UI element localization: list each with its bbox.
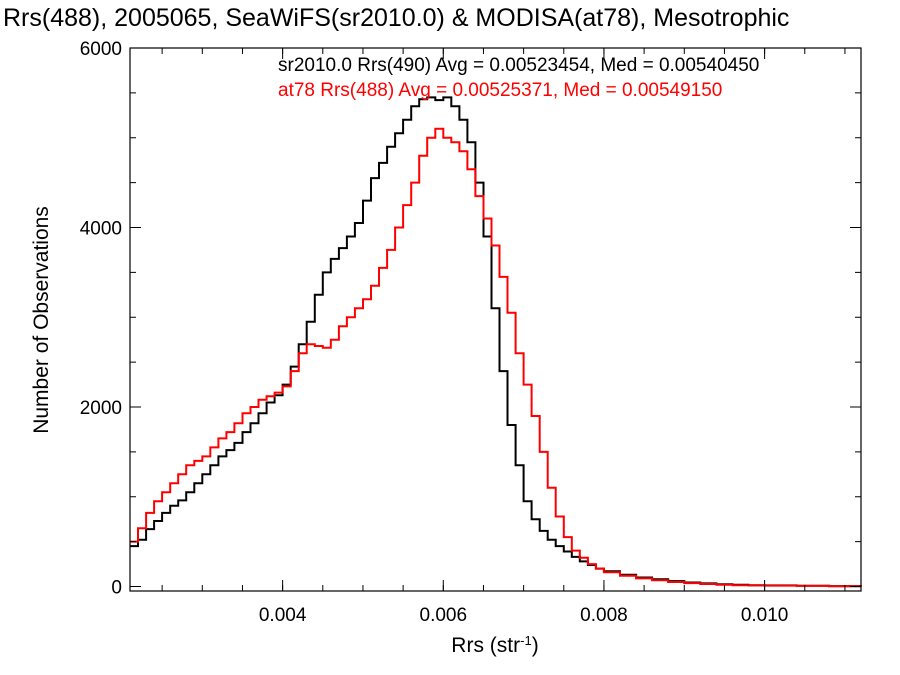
- x-axis-label: Rrs (str-1): [451, 633, 538, 658]
- plot-frame: [129, 47, 862, 592]
- x-tick-label: 0.010: [741, 605, 789, 626]
- y-tick-label: 4000: [80, 219, 122, 240]
- x-axis-label-text: Rrs (str: [451, 634, 520, 657]
- y-axis-label: Number of Observations: [30, 206, 53, 434]
- legend-entry-at78: at78 Rrs(488) Avg = 0.00525371, Med = 0.…: [278, 80, 722, 101]
- x-tick-label: 0.008: [580, 605, 628, 626]
- y-tick-label: 6000: [80, 39, 122, 60]
- chart-title: Rrs(488), 2005065, SeaWiFS(sr2010.0) & M…: [3, 4, 789, 32]
- x-axis-label-suffix: ): [532, 634, 539, 657]
- y-tick-label: 2000: [80, 398, 122, 419]
- x-tick-label: 0.004: [259, 605, 307, 626]
- series-line-0: [130, 96, 862, 588]
- x-axis-label-exponent: -1: [520, 633, 532, 648]
- x-tick-label: 0.006: [420, 605, 468, 626]
- series-layer: [130, 96, 862, 588]
- legend-entry-sr2010: sr2010.0 Rrs(490) Avg = 0.00523454, Med …: [278, 55, 759, 76]
- legend: sr2010.0 Rrs(490) Avg = 0.00523454, Med …: [278, 55, 759, 101]
- series-line-1: [130, 127, 862, 588]
- axis-ticks: 0.004 0.006 0.008 0.010 0 2000 4000 6000: [80, 39, 861, 626]
- y-tick-label: 0: [111, 578, 122, 599]
